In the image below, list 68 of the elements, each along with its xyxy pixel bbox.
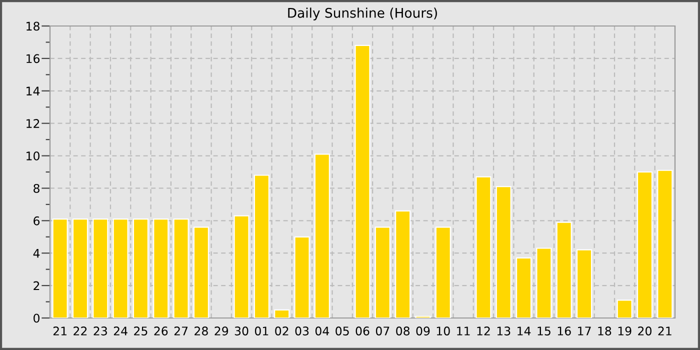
bar: [476, 176, 492, 318]
x-tick-label: 17: [578, 326, 591, 336]
bar: [274, 309, 290, 318]
bar: [153, 218, 169, 318]
x-tick-label: 24: [114, 326, 128, 336]
x-tick-label: 11: [457, 326, 470, 336]
x-tick-label: 07: [376, 326, 390, 336]
x-tick-label: 12: [477, 326, 490, 336]
x-tick-label: 29: [214, 326, 228, 336]
x-tick-label: 10: [436, 326, 450, 336]
y-tick-label: 8: [34, 184, 40, 193]
y-tick-label: 0: [34, 314, 40, 323]
x-tick-label: 01: [254, 326, 268, 336]
bar: [616, 300, 632, 318]
bar: [112, 218, 128, 318]
bar: [72, 218, 88, 318]
x-tick-label: 26: [154, 326, 168, 336]
bar: [395, 210, 411, 318]
bar: [536, 248, 552, 318]
bar: [193, 226, 210, 318]
bar: [92, 218, 108, 318]
x-tick-label: 02: [275, 326, 288, 336]
x-tick-label: 13: [497, 326, 510, 336]
bar: [294, 236, 310, 318]
x-tick-label: 14: [518, 326, 531, 336]
x-tick-label: 23: [94, 326, 107, 336]
x-tick-label: 25: [134, 326, 148, 336]
x-tick-label: 30: [234, 326, 248, 336]
y-tick-label: 4: [33, 248, 40, 258]
bar: [556, 222, 572, 318]
bar: [576, 249, 592, 318]
bar: [657, 170, 673, 318]
bar: [636, 171, 653, 318]
x-tick-label: 21: [53, 326, 66, 336]
y-tick-label: 14: [26, 86, 40, 96]
y-tick-label: 18: [26, 22, 40, 31]
bar: [254, 174, 270, 318]
x-tick-label: 19: [618, 326, 632, 336]
x-tick-label: 18: [598, 326, 612, 336]
x-tick-label: 15: [538, 326, 550, 336]
x-tick-label: 16: [558, 326, 571, 336]
x-tick-label: 21: [658, 326, 672, 336]
bar: [496, 186, 512, 318]
bar: [354, 44, 370, 318]
bar: [435, 226, 451, 318]
x-tick-label: 20: [638, 326, 652, 336]
bar: [314, 154, 330, 318]
x-tick-label: 04: [315, 326, 330, 336]
x-tick-label: 22: [74, 326, 87, 336]
y-tick-label: 16: [26, 54, 40, 64]
x-tick-label: 09: [416, 326, 430, 336]
bar: [132, 218, 149, 318]
x-tick-label: 08: [396, 326, 410, 336]
y-tick-label: 10: [26, 152, 40, 160]
bar: [52, 218, 68, 318]
y-tick-label: 12: [26, 119, 40, 128]
bar: [374, 226, 390, 318]
bar: [516, 257, 532, 318]
x-tick-label: 05: [336, 326, 349, 336]
bar: [173, 218, 189, 318]
x-tick-label: 27: [174, 326, 188, 336]
x-tick-label: 06: [356, 326, 370, 336]
x-tick-label: 28: [194, 326, 208, 336]
y-tick-label: 2: [34, 281, 40, 290]
chart-title: Daily Sunshine (Hours): [288, 8, 437, 20]
x-tick-label: 03: [295, 326, 309, 336]
y-tick-label: 6: [34, 216, 40, 226]
bar: [234, 215, 250, 318]
